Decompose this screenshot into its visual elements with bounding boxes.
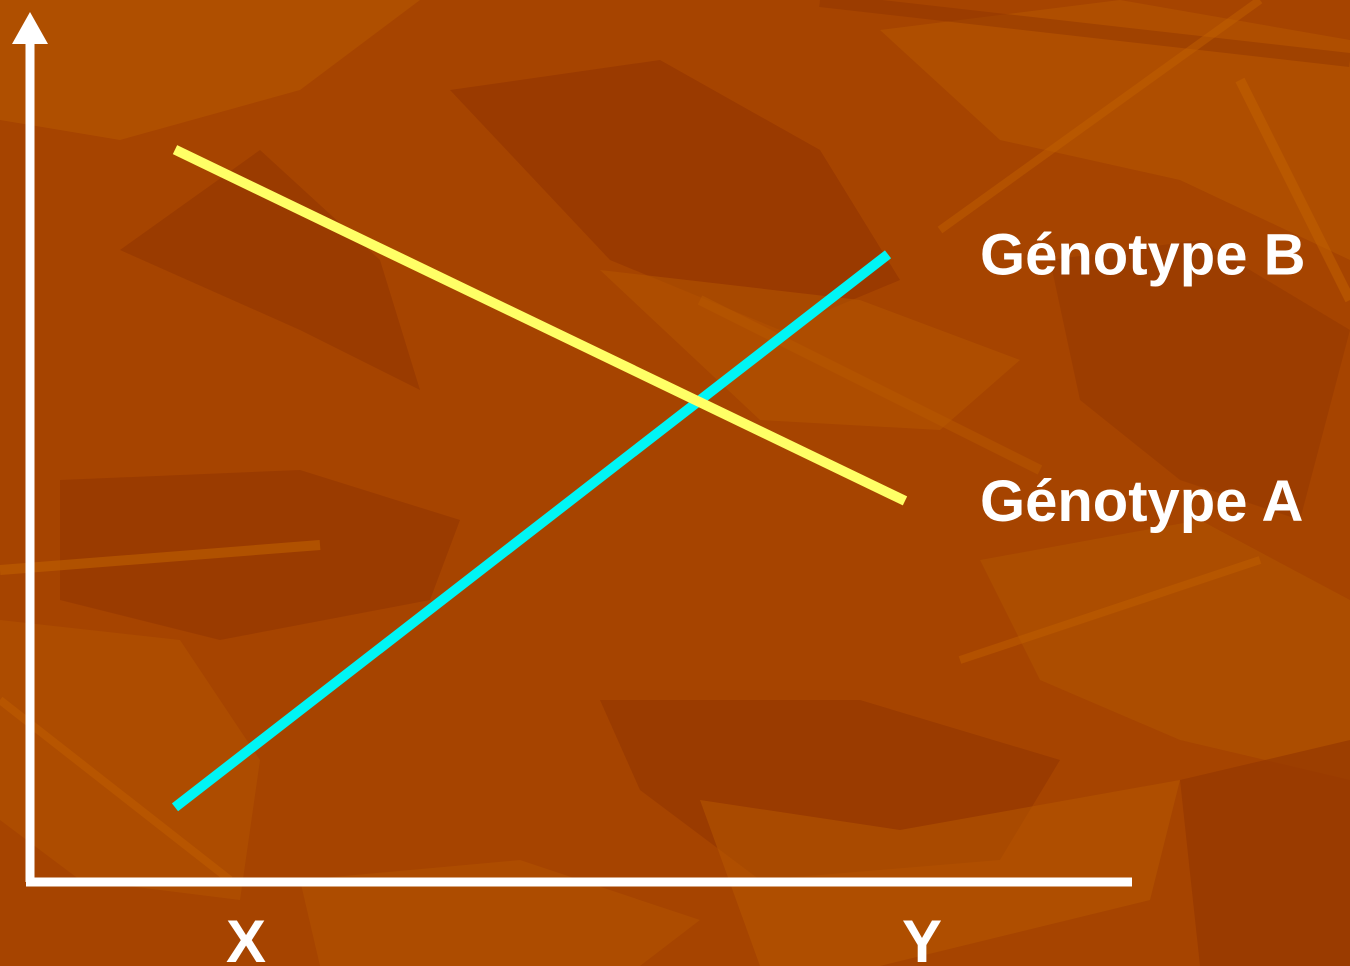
axes [12,12,1132,887]
plot-area [171,145,908,812]
series-line-g-notype-b [171,250,892,812]
series-labels: Génotype B Génotype A [980,222,1306,534]
series-label-g-notype-a: Génotype A [980,469,1303,534]
x-tick-label-x: X [226,908,266,966]
series-label-g-notype-b: Génotype B [980,222,1306,287]
y-axis-arrow [12,12,48,44]
series-line-g-notype-a [172,145,908,506]
x-tick-label-y: Y [902,908,942,966]
